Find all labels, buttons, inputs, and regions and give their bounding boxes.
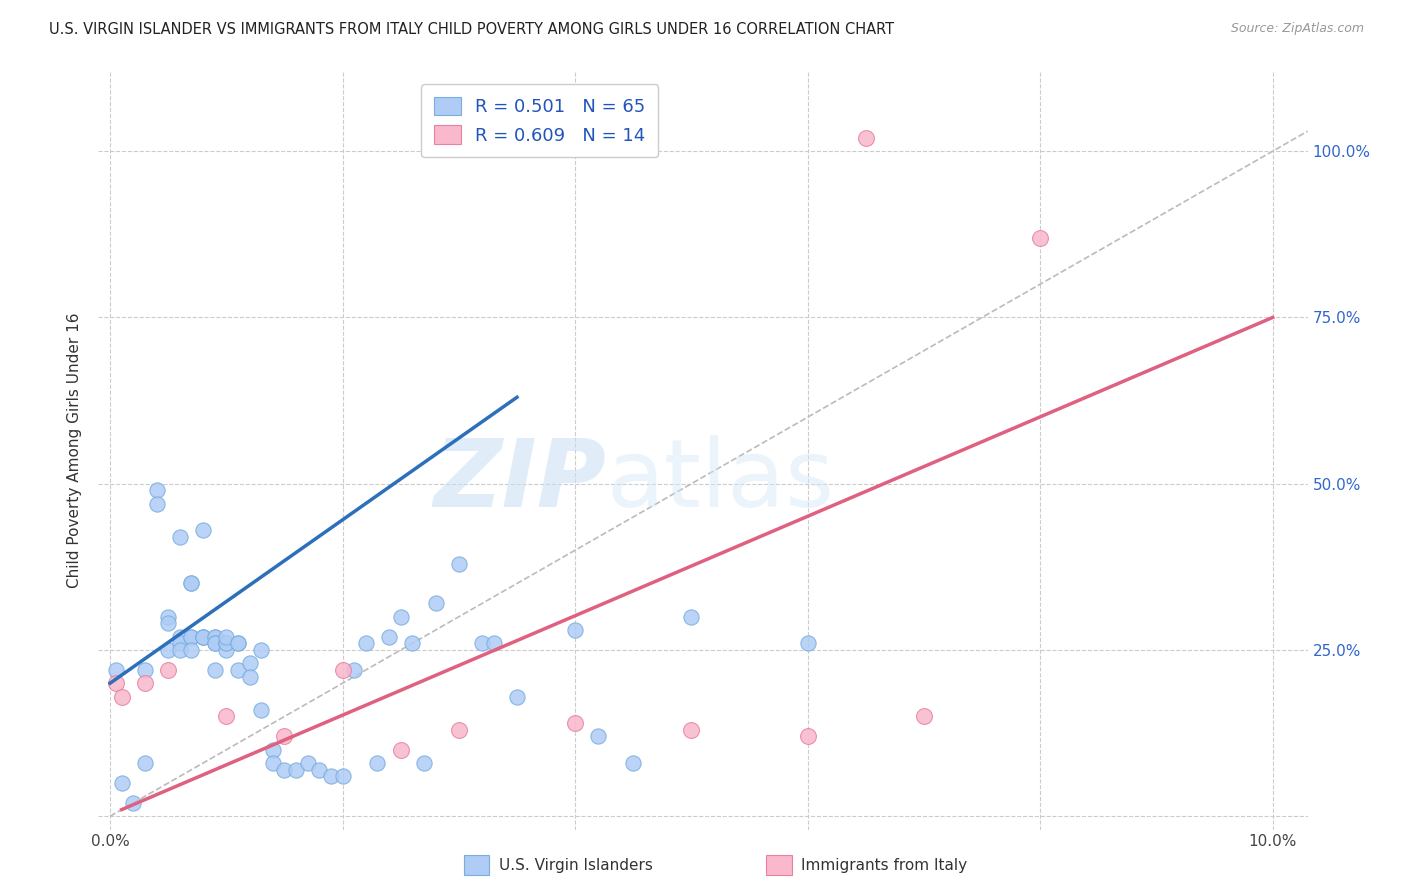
Point [273, 730, 295, 744]
Text: U.S. Virgin Islanders: U.S. Virgin Islanders [499, 858, 652, 872]
Point [134, 676, 156, 690]
Point [332, 769, 354, 783]
Point [681, 609, 703, 624]
Point [796, 730, 818, 744]
Point [157, 663, 180, 677]
Point [413, 756, 436, 770]
Text: Immigrants from Italy: Immigrants from Italy [801, 858, 967, 872]
Point [482, 636, 505, 650]
Point [169, 530, 191, 544]
Point [262, 756, 284, 770]
Point [506, 690, 529, 704]
Point [564, 623, 586, 637]
Point [366, 756, 388, 770]
Point [145, 497, 167, 511]
Point [215, 636, 238, 650]
Point [239, 657, 262, 671]
Point [180, 576, 202, 591]
Point [204, 636, 226, 650]
Point [169, 630, 191, 644]
Point [134, 756, 156, 770]
Point [354, 636, 377, 650]
Point [401, 636, 423, 650]
Point [157, 609, 180, 624]
Point [191, 630, 214, 644]
Point [145, 483, 167, 498]
Point [215, 643, 238, 657]
Point [191, 630, 214, 644]
Point [332, 663, 354, 677]
Point [169, 643, 191, 657]
Point [180, 576, 202, 591]
Text: Source: ZipAtlas.com: Source: ZipAtlas.com [1230, 22, 1364, 36]
Point [796, 636, 818, 650]
Point [273, 763, 295, 777]
Point [285, 763, 308, 777]
Point [471, 636, 494, 650]
Point [157, 616, 180, 631]
Point [621, 756, 644, 770]
Y-axis label: Child Poverty Among Girls Under 16: Child Poverty Among Girls Under 16 [67, 313, 83, 588]
Point [912, 709, 935, 723]
Point [681, 723, 703, 737]
Point [111, 776, 134, 790]
Point [425, 596, 447, 610]
Text: atlas: atlas [606, 434, 835, 527]
Point [343, 663, 366, 677]
Point [308, 763, 330, 777]
Point [215, 709, 238, 723]
Point [226, 636, 249, 650]
Point [104, 663, 127, 677]
Point [389, 743, 412, 757]
Point [250, 703, 273, 717]
Point [215, 636, 238, 650]
Point [204, 636, 226, 650]
Point [588, 730, 610, 744]
Point [180, 643, 202, 657]
Point [111, 690, 134, 704]
Point [204, 630, 226, 644]
Point [226, 663, 249, 677]
Point [122, 796, 145, 810]
Point [1029, 230, 1052, 244]
Point [191, 630, 214, 644]
Point [239, 670, 262, 684]
Point [447, 557, 470, 571]
Point [250, 643, 273, 657]
Point [378, 630, 401, 644]
Point [297, 756, 319, 770]
Point [447, 723, 470, 737]
Point [319, 769, 342, 783]
Legend: R = 0.501   N = 65, R = 0.609   N = 14: R = 0.501 N = 65, R = 0.609 N = 14 [422, 84, 658, 157]
Point [215, 630, 238, 644]
Point [204, 630, 226, 644]
Text: ZIP: ZIP [433, 434, 606, 527]
Point [134, 663, 156, 677]
Point [389, 609, 412, 624]
Point [855, 131, 877, 145]
Point [180, 630, 202, 644]
Point [226, 636, 249, 650]
Point [262, 743, 284, 757]
Point [191, 523, 214, 537]
Point [564, 716, 586, 731]
Point [169, 636, 191, 650]
Point [215, 636, 238, 650]
Point [104, 676, 127, 690]
Point [204, 663, 226, 677]
Point [180, 630, 202, 644]
Point [157, 643, 180, 657]
Text: U.S. VIRGIN ISLANDER VS IMMIGRANTS FROM ITALY CHILD POVERTY AMONG GIRLS UNDER 16: U.S. VIRGIN ISLANDER VS IMMIGRANTS FROM … [49, 22, 894, 37]
